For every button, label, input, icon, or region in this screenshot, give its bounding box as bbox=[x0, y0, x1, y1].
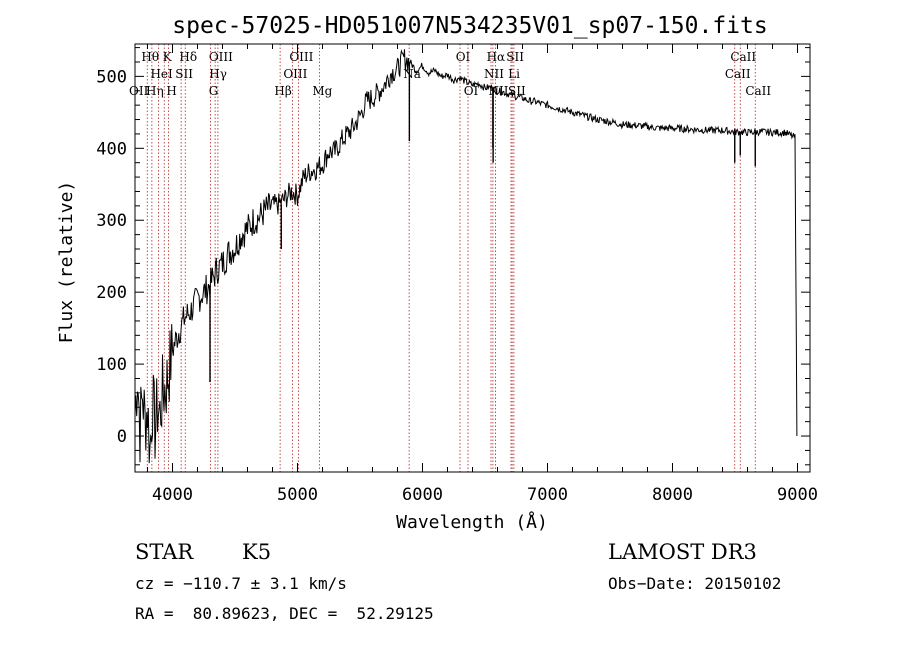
y-tick-label: 0 bbox=[117, 427, 127, 447]
survey-label: LAMOST DR3 bbox=[608, 540, 757, 564]
y-tick-label: 300 bbox=[96, 211, 127, 231]
y-axis-label: Flux (relative) bbox=[56, 181, 77, 344]
line-label: CaII bbox=[745, 84, 771, 98]
x-tick-label: 5000 bbox=[277, 485, 318, 505]
line-label: K bbox=[163, 50, 173, 64]
coordinates: RA = 80.89623, DEC = 52.29125 bbox=[135, 604, 434, 623]
obs-date: Obs−Date: 20150102 bbox=[608, 574, 782, 593]
plot-frame bbox=[134, 43, 811, 473]
y-tick-label: 500 bbox=[96, 67, 127, 87]
line-label: OIII bbox=[209, 50, 233, 64]
line-label: HeI bbox=[150, 67, 173, 81]
line-label: CaII bbox=[730, 50, 756, 64]
line-label: OI bbox=[464, 84, 479, 98]
x-tick-label: 9000 bbox=[777, 485, 818, 505]
chart-title: spec-57025-HD051007N534235V01_sp07-150.f… bbox=[172, 13, 767, 39]
x-tick-label: 8000 bbox=[652, 485, 693, 505]
x-tick-label: 7000 bbox=[527, 485, 568, 505]
y-tick-label: 100 bbox=[96, 355, 127, 375]
x-tick-label: 6000 bbox=[402, 485, 443, 505]
class-label: STAR bbox=[135, 540, 194, 564]
line-label: Hθ bbox=[141, 50, 159, 64]
line-label: Hβ bbox=[274, 84, 291, 98]
line-label: Hγ bbox=[209, 67, 227, 81]
line-label: OI bbox=[456, 50, 471, 64]
line-label: H bbox=[166, 84, 176, 98]
line-label: SII bbox=[508, 84, 526, 98]
line-label: SII bbox=[175, 67, 193, 81]
spectrum-line bbox=[134, 49, 798, 464]
line-label: SII bbox=[506, 50, 524, 64]
line-label: Li bbox=[508, 67, 520, 81]
y-tick-label: 200 bbox=[96, 283, 127, 303]
line-label: OIII bbox=[283, 67, 307, 81]
line-label: NII bbox=[484, 67, 504, 81]
line-label: Hη bbox=[146, 84, 164, 98]
subclass-label: K5 bbox=[242, 540, 272, 564]
x-tick-label: 4000 bbox=[152, 485, 193, 505]
line-label: G bbox=[209, 84, 219, 98]
line-label: Mg bbox=[312, 84, 332, 98]
y-tick-label: 400 bbox=[96, 139, 127, 159]
line-label: OIII bbox=[289, 50, 313, 64]
x-axis-label: Wavelength (Å) bbox=[396, 511, 548, 533]
line-label: CaII bbox=[725, 67, 751, 81]
line-label: Hα bbox=[487, 50, 506, 64]
line-label: Hδ bbox=[179, 50, 197, 64]
cz-value: cz = −110.7 ± 3.1 km/s bbox=[135, 574, 347, 593]
